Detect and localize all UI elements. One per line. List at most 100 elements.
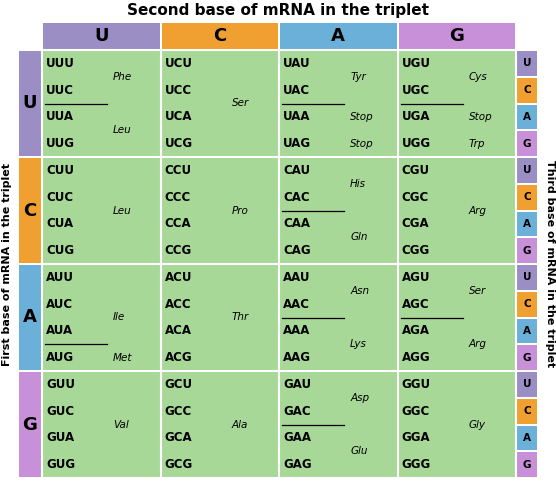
Text: ACA: ACA	[165, 324, 191, 337]
Text: U: U	[523, 166, 531, 175]
Bar	[19, 158, 41, 263]
Bar	[43, 23, 160, 49]
Bar	[517, 212, 537, 236]
Text: GAG: GAG	[283, 458, 311, 471]
Bar	[161, 23, 278, 49]
Text: G: G	[449, 27, 464, 45]
Text: CGG: CGG	[401, 244, 430, 257]
Text: Gln: Gln	[350, 232, 368, 242]
Text: AGU: AGU	[401, 271, 430, 284]
Text: Arg: Arg	[469, 206, 486, 215]
Text: CCC: CCC	[165, 191, 191, 204]
Text: A: A	[523, 112, 531, 122]
Text: UGG: UGG	[401, 137, 431, 150]
Text: GUG: GUG	[46, 458, 75, 471]
Text: ACC: ACC	[165, 298, 191, 311]
Text: C: C	[523, 85, 531, 95]
Text: UGU: UGU	[401, 57, 430, 70]
Text: G: G	[23, 415, 37, 434]
Text: G: G	[523, 138, 531, 149]
Text: C: C	[213, 27, 226, 45]
Text: GAA: GAA	[283, 431, 311, 444]
Text: CAA: CAA	[283, 217, 310, 230]
Text: Third base of mRNA in the triplet: Third base of mRNA in the triplet	[545, 160, 555, 367]
Text: Leu: Leu	[113, 125, 132, 135]
Bar	[42, 371, 161, 478]
Text: UAA: UAA	[283, 110, 310, 123]
Text: UAU: UAU	[283, 57, 311, 70]
Bar	[161, 264, 279, 371]
Text: AAU: AAU	[283, 271, 310, 284]
Text: UUG: UUG	[46, 137, 75, 150]
Text: Stop: Stop	[350, 112, 374, 122]
Text: A: A	[523, 326, 531, 336]
Text: U: U	[23, 94, 37, 112]
Text: CCU: CCU	[165, 164, 192, 177]
Text: Trp: Trp	[469, 138, 485, 149]
Text: C: C	[523, 192, 531, 202]
Text: Leu: Leu	[113, 206, 132, 215]
Bar	[517, 158, 537, 183]
Text: UGC: UGC	[401, 84, 430, 97]
Bar	[517, 265, 537, 290]
Bar	[19, 265, 41, 370]
Bar	[279, 50, 398, 157]
Bar	[42, 264, 161, 371]
Bar	[517, 425, 537, 450]
Text: AUU: AUU	[46, 271, 74, 284]
Text: ACU: ACU	[165, 271, 192, 284]
Text: Cys: Cys	[469, 72, 488, 82]
Text: Val: Val	[113, 420, 129, 429]
Text: UCC: UCC	[165, 84, 192, 97]
Text: Tyr: Tyr	[350, 72, 366, 82]
Text: U: U	[523, 379, 531, 389]
Text: U: U	[94, 27, 108, 45]
Text: CUC: CUC	[46, 191, 73, 204]
Text: UUU: UUU	[46, 57, 75, 70]
Bar	[517, 185, 537, 210]
Text: Ile: Ile	[113, 313, 125, 322]
Text: GCA: GCA	[165, 431, 192, 444]
Text: CGA: CGA	[401, 217, 429, 230]
Text: AAC: AAC	[283, 298, 310, 311]
Text: A: A	[523, 433, 531, 443]
Text: Gly: Gly	[469, 420, 485, 429]
Text: CAU: CAU	[283, 164, 310, 177]
Text: A: A	[23, 308, 37, 327]
Text: GCU: GCU	[165, 378, 192, 391]
Text: AGC: AGC	[401, 298, 429, 311]
Text: AGG: AGG	[401, 351, 430, 364]
Text: UAC: UAC	[283, 84, 310, 97]
Bar	[42, 50, 161, 157]
Text: Ser: Ser	[469, 286, 486, 296]
Bar	[19, 51, 41, 156]
Text: Met: Met	[113, 353, 132, 363]
Text: GUA: GUA	[46, 431, 74, 444]
Text: UCG: UCG	[165, 137, 192, 150]
Bar	[161, 50, 279, 157]
Bar	[517, 372, 537, 397]
Text: GGC: GGC	[401, 405, 430, 418]
Text: AUA: AUA	[46, 324, 73, 337]
Text: GGG: GGG	[401, 458, 431, 471]
Text: AGA: AGA	[401, 324, 429, 337]
Text: CUG: CUG	[46, 244, 74, 257]
Text: AAG: AAG	[283, 351, 311, 364]
Text: Ser: Ser	[232, 99, 249, 108]
Bar	[161, 371, 279, 478]
Text: Lys: Lys	[350, 339, 367, 349]
Text: C: C	[523, 406, 531, 416]
Text: CUU: CUU	[46, 164, 74, 177]
Bar	[19, 372, 41, 477]
Text: Stop: Stop	[350, 138, 374, 149]
Bar	[279, 264, 398, 371]
Text: GAC: GAC	[283, 405, 311, 418]
Text: CUA: CUA	[46, 217, 73, 230]
Bar	[517, 399, 537, 424]
Text: U: U	[523, 272, 531, 282]
Text: UCA: UCA	[165, 110, 192, 123]
Text: GGU: GGU	[401, 378, 431, 391]
Text: A: A	[523, 219, 531, 229]
Text: UUC: UUC	[46, 84, 74, 97]
Text: G: G	[523, 353, 531, 363]
